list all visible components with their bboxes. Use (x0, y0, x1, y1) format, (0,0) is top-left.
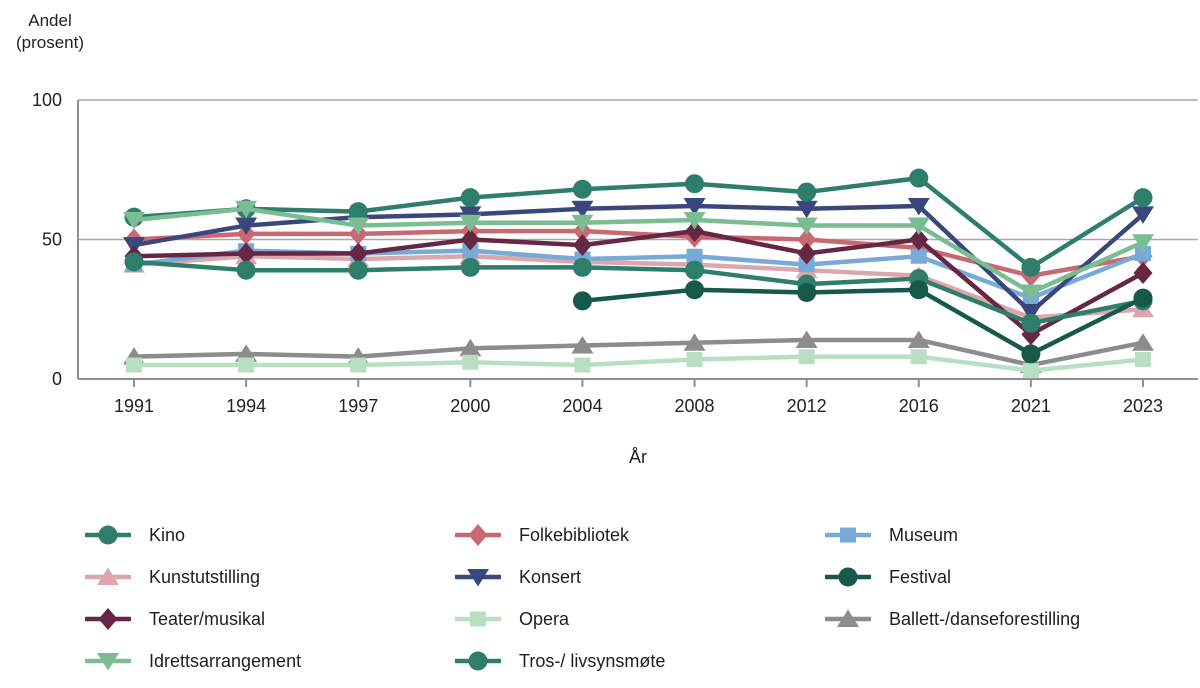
line-chart-plot: 0 50 100 1991 1994 1997 2000 2004 2008 2012 2016 20… (32, 90, 1198, 416)
kino-marker-icon (85, 525, 131, 545)
legend-item-kunstutstilling: Kunstutstilling (85, 556, 301, 598)
y-tick-label: 0 (52, 369, 62, 389)
y-axis-title-line2: (prosent) (15, 33, 85, 52)
y-tick-label: 100 (32, 90, 62, 110)
legend-item-tros-livsynsm-te: Tros-/ livsynsmøte (455, 640, 665, 682)
y-axis-title: Andel (prosent) (2, 10, 98, 54)
legend-column-2: Folkebibliotek Konsert Opera Tros-/ livsyns… (455, 514, 665, 682)
x-tick-label: 1997 (338, 396, 378, 416)
x-tick-label: 2004 (562, 396, 602, 416)
legend-item-museum: Museum (825, 514, 1080, 556)
ballett-danseforestilling-marker-icon (825, 609, 871, 627)
legend-label: Tros-/ livsynsmøte (519, 650, 666, 671)
tros-livsynsm-te-marker-icon (455, 651, 501, 671)
festival-marker-icon (825, 567, 871, 587)
legend-label: Teater/musikal (149, 608, 266, 629)
legend-item-idrettsarrangement: Idrettsarrangement (85, 640, 301, 682)
legend-label: Museum (889, 524, 959, 545)
legend-column-1: Kino Kunstutstilling Teater/musikal Idretts… (85, 514, 301, 682)
legend-label: Folkebibliotek (519, 524, 630, 545)
series-opera (126, 349, 1151, 379)
legend-label: Kino (149, 524, 186, 545)
x-tick-label: 1994 (226, 396, 266, 416)
legend-item-festival: Festival (825, 556, 1080, 598)
chart-legend: Kino Kunstutstilling Teater/musikal Idretts… (0, 514, 1200, 688)
x-axis-title: År (629, 447, 647, 467)
folkebibliotek-marker-icon (455, 524, 501, 546)
x-tick-label: 2023 (1123, 396, 1163, 416)
museum-marker-icon (825, 527, 871, 543)
x-tick-label: 2021 (1011, 396, 1051, 416)
series-ballett-danseforestilling (123, 330, 1154, 374)
x-tick-label: 2008 (675, 396, 715, 416)
legend-label: Festival (889, 566, 952, 587)
kunstutstilling-marker-icon (85, 567, 131, 585)
legend-label: Opera (519, 608, 570, 629)
series-idrettsarrangement (123, 200, 1154, 303)
teater-musikal-marker-icon (85, 608, 131, 630)
legend-item-ballett-danseforestilling: Ballett-/danseforestilling (825, 598, 1080, 640)
series-festival (572, 280, 1153, 364)
legend-item-teater-musikal: Teater/musikal (85, 598, 301, 640)
x-tick-label: 2016 (899, 396, 939, 416)
legend-label: Kunstutstilling (149, 566, 261, 587)
y-tick-label: 50 (42, 230, 62, 250)
legend-label: Ballett-/danseforestilling (889, 608, 1081, 629)
y-axis-title-line1: Andel (28, 11, 72, 30)
legend-item-opera: Opera (455, 598, 665, 640)
legend-item-folkebibliotek: Folkebibliotek (455, 514, 665, 556)
x-tick-label: 2000 (450, 396, 490, 416)
x-tick-label: 2012 (787, 396, 827, 416)
x-tick-label: 1991 (114, 396, 154, 416)
legend-item-konsert: Konsert (455, 556, 665, 598)
legend-label: Idrettsarrangement (149, 650, 302, 671)
legend-item-kino: Kino (85, 514, 301, 556)
legend-column-3: Museum Festival Ballett-/danseforestilling (825, 514, 1080, 640)
opera-marker-icon (455, 611, 501, 627)
idrettsarrangement-marker-icon (85, 653, 131, 671)
legend-label: Konsert (519, 566, 582, 587)
konsert-marker-icon (455, 569, 501, 587)
series-kino (124, 168, 1153, 277)
